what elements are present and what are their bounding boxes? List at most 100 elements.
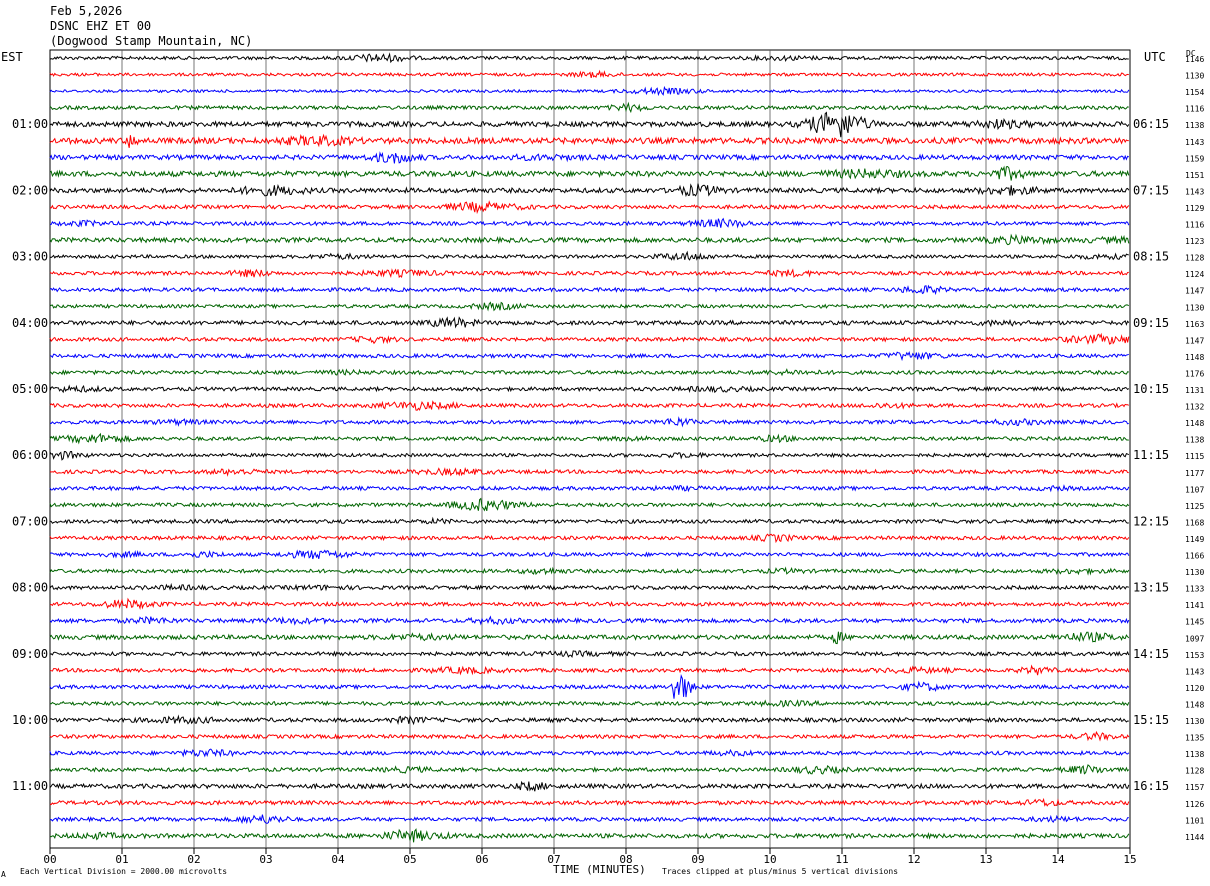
dc-offset-label: 1149 <box>1185 535 1204 544</box>
dc-offset-label: 1138 <box>1185 436 1204 445</box>
corner-mark: A <box>1 870 6 879</box>
est-hour-label: 11:00 <box>12 779 48 793</box>
dc-offset-label: 1115 <box>1185 452 1204 461</box>
utc-hour-label: 15:15 <box>1133 713 1169 727</box>
trace-row-31 <box>49 549 1130 560</box>
est-hour-label: 04:00 <box>12 316 48 330</box>
dc-offset-label: 1166 <box>1185 552 1204 561</box>
est-hour-label: 06:00 <box>12 448 48 462</box>
dc-offset-label: 1168 <box>1185 518 1204 527</box>
dc-offset-label: 1116 <box>1185 221 1204 230</box>
x-tick-label: 02 <box>187 853 200 866</box>
trace-row-10 <box>49 200 1130 215</box>
trace-row-33 <box>49 582 1129 592</box>
x-tick-label: 04 <box>331 853 345 866</box>
dc-offset-label: 1107 <box>1185 485 1204 494</box>
trace-row-34 <box>49 597 1130 611</box>
est-hour-label: 08:00 <box>12 581 48 595</box>
trace-row-37 <box>49 649 1130 659</box>
trace-row-20 <box>49 368 1129 377</box>
trace-row-13 <box>49 250 1129 261</box>
dc-offset-label: 1141 <box>1185 601 1204 610</box>
dc-offset-label: 1123 <box>1185 237 1204 246</box>
x-tick-label: 15 <box>1123 853 1136 866</box>
trace-row-25 <box>49 450 1130 461</box>
est-hour-label: 05:00 <box>12 382 48 396</box>
utc-hour-label: 06:15 <box>1133 117 1169 131</box>
dc-offset-label: 1131 <box>1185 386 1204 395</box>
trace-row-7 <box>49 151 1130 164</box>
trace-row-12 <box>49 233 1130 246</box>
x-tick-label: 07 <box>547 853 560 866</box>
plot-frame <box>49 49 1131 849</box>
trace-row-26 <box>49 467 1129 477</box>
x-axis-title: TIME (MINUTES) <box>553 863 646 876</box>
clip-note: Traces clipped at plus/minus 5 vertical … <box>662 867 899 876</box>
dc-offset-label: 1132 <box>1185 403 1204 412</box>
dc-offset-label: 1145 <box>1185 618 1204 627</box>
utc-hour-label: 16:15 <box>1133 779 1169 793</box>
trace-row-15 <box>49 284 1130 296</box>
est-hour-label: 10:00 <box>12 713 48 727</box>
x-tick-label: 00 <box>43 853 56 866</box>
division-note: Each Vertical Division = 2000.00 microvo… <box>20 867 228 876</box>
dc-offset-label: 1128 <box>1185 254 1204 263</box>
dc-offset-label: 1125 <box>1185 502 1204 511</box>
trace-row-1 <box>49 52 1129 64</box>
utc-hour-label: 12:15 <box>1133 514 1169 528</box>
dc-offset-label: 1143 <box>1185 667 1204 676</box>
trace-row-4 <box>49 101 1129 114</box>
utc-hour-label: 07:15 <box>1133 183 1169 197</box>
trace-row-38 <box>49 664 1130 676</box>
dc-offset-label: 1116 <box>1185 105 1204 114</box>
trace-row-40 <box>49 699 1130 708</box>
dc-offset-label: 1126 <box>1185 800 1204 809</box>
trace-row-18 <box>49 332 1130 345</box>
trace-row-43 <box>49 748 1130 758</box>
dc-offset-label: 1157 <box>1185 783 1204 792</box>
dc-offset-label: 1154 <box>1185 88 1204 97</box>
trace-row-32 <box>49 566 1130 576</box>
x-tick-label: 10 <box>763 853 776 866</box>
station-location: (Dogwood Stamp Mountain, NC) <box>50 34 253 48</box>
trace-row-17 <box>49 316 1130 329</box>
trace-row-5 <box>49 111 1130 138</box>
dc-offset-label: 1144 <box>1185 833 1204 842</box>
dc-offset-label: 1146 <box>1185 55 1204 64</box>
trace-row-9 <box>49 183 1130 198</box>
utc-hour-label: 09:15 <box>1133 316 1169 330</box>
trace-row-45 <box>49 780 1130 792</box>
x-tick-label: 14 <box>1051 853 1065 866</box>
dc-offset-label: 1148 <box>1185 353 1204 362</box>
dc-offset-label: 1101 <box>1185 816 1204 825</box>
x-tick-label: 09 <box>691 853 704 866</box>
dc-offset-label: 1143 <box>1185 138 1204 147</box>
dc-offset-label: 1177 <box>1185 469 1204 478</box>
dc-offset-label: 1163 <box>1185 320 1204 329</box>
dc-offset-label: 1124 <box>1185 270 1204 279</box>
est-hour-label: 03:00 <box>12 250 48 264</box>
dc-offset-label: 1097 <box>1185 634 1204 643</box>
x-tick-label: 11 <box>835 853 848 866</box>
x-tick-label: 01 <box>115 853 128 866</box>
x-tick-label: 03 <box>259 853 272 866</box>
dc-offset-label: 1147 <box>1185 287 1204 296</box>
dc-offset-label: 1151 <box>1185 171 1204 180</box>
trace-row-39 <box>49 673 1130 699</box>
est-hour-label: 07:00 <box>12 514 48 528</box>
dc-offset-label: 1143 <box>1185 187 1204 196</box>
trace-row-44 <box>49 764 1130 775</box>
est-hour-label: 09:00 <box>12 647 48 661</box>
dc-offset-label: 1148 <box>1185 419 1204 428</box>
trace-row-35 <box>49 615 1130 626</box>
trace-row-22 <box>49 400 1130 411</box>
trace-row-41 <box>49 714 1129 726</box>
dc-offset-label: 1138 <box>1185 121 1204 130</box>
trace-row-19 <box>49 351 1129 362</box>
trace-row-16 <box>49 301 1130 312</box>
x-tick-label: 13 <box>979 853 992 866</box>
trace-row-11 <box>49 217 1130 229</box>
est-hour-label: 01:00 <box>12 117 48 131</box>
est-hour-label: 02:00 <box>12 183 48 197</box>
dc-offset-label: 1148 <box>1185 700 1204 709</box>
